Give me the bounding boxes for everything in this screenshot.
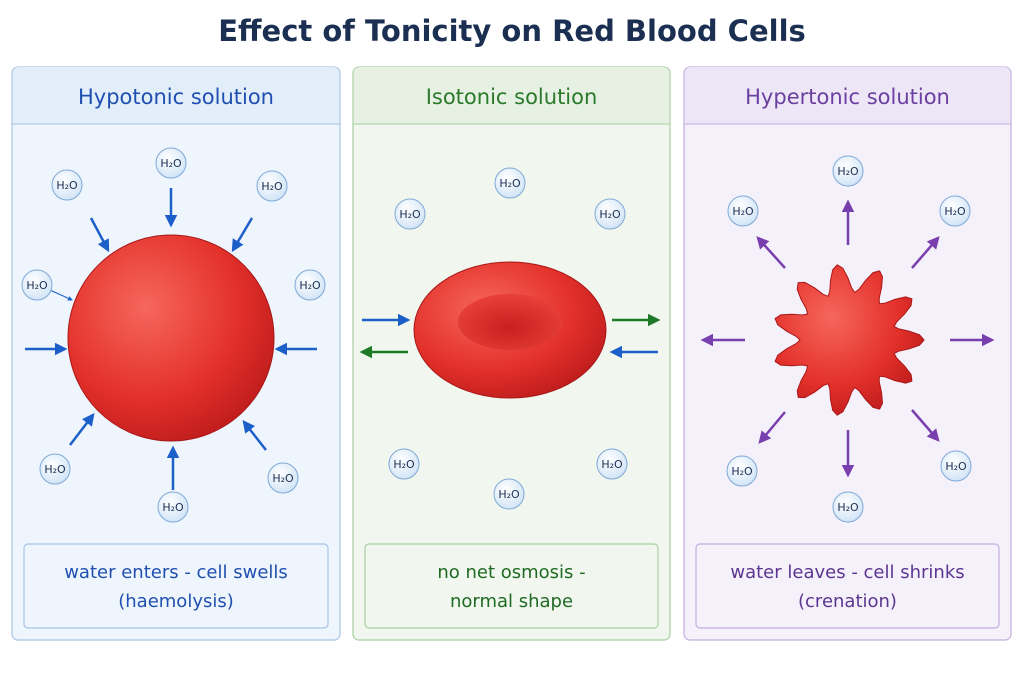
- caption-line: water enters - cell swells: [64, 562, 288, 583]
- water-molecule: [394, 198, 426, 230]
- molecule-label: H₂O: [945, 460, 967, 473]
- molecule-label: H₂O: [732, 205, 754, 218]
- caption-line: no net osmosis -: [437, 562, 585, 583]
- water-molecule: [939, 195, 971, 227]
- water-arrow: [756, 236, 786, 269]
- caption-line: normal shape: [450, 591, 573, 612]
- molecule-label: H₂O: [837, 165, 859, 178]
- molecule-label: H₂O: [837, 501, 859, 514]
- water-arrow: [49, 289, 73, 301]
- caption-line: (haemolysis): [118, 591, 234, 612]
- molecule-label: H₂O: [261, 180, 283, 193]
- caption-box: [364, 543, 659, 629]
- panel-heading: Hypotonic solution: [78, 85, 274, 109]
- caption-line: water leaves - cell shrinks: [730, 562, 964, 583]
- molecule-label: H₂O: [160, 157, 182, 170]
- panel-header: [684, 67, 1011, 124]
- water-arrow: [231, 217, 254, 253]
- molecule-label: H₂O: [731, 465, 753, 478]
- water-molecule: [267, 462, 299, 494]
- molecule-label: H₂O: [498, 488, 520, 501]
- molecule-label: H₂O: [399, 208, 421, 221]
- water-arrow: [89, 217, 110, 253]
- molecule-label: H₂O: [944, 205, 966, 218]
- panel-header: [12, 67, 340, 124]
- water-arrow: [242, 420, 267, 451]
- molecule-label: H₂O: [162, 501, 184, 514]
- swollen-cell: [67, 234, 275, 442]
- caption-box: [23, 543, 329, 629]
- caption-line: (crenation): [798, 591, 897, 612]
- water-molecule: [256, 170, 288, 202]
- panel: Hypotonic solution H₂O H₂O H₂O H₂O H₂O H₂O H₂O H…: [11, 66, 341, 641]
- panel-heading: Hypertonic solution: [745, 85, 950, 109]
- water-molecule: [294, 269, 326, 301]
- title: Effect of Tonicity on Red Blood Cells: [218, 14, 806, 48]
- water-molecule: [39, 453, 71, 485]
- molecule-label: H₂O: [56, 179, 78, 192]
- water-molecule: [388, 448, 420, 480]
- water-molecule: [596, 448, 628, 480]
- water-molecule: [594, 198, 626, 230]
- water-molecule: [832, 155, 864, 187]
- water-molecule: [940, 450, 972, 482]
- water-molecule: [155, 147, 187, 179]
- molecule-label: H₂O: [299, 279, 321, 292]
- molecule-label: H₂O: [272, 472, 294, 485]
- water-molecule: [726, 455, 758, 487]
- water-arrow: [69, 413, 95, 446]
- water-molecule: [493, 478, 525, 510]
- panel-heading: Isotonic solution: [426, 85, 598, 109]
- water-molecule: [494, 167, 526, 199]
- molecule-label: H₂O: [26, 279, 48, 292]
- molecule-label: H₂O: [44, 463, 66, 476]
- water-arrow: [911, 236, 940, 269]
- molecule-label: H₂O: [499, 177, 521, 190]
- molecule-label: H₂O: [599, 208, 621, 221]
- caption-box: [695, 543, 1000, 629]
- water-molecule: [832, 491, 864, 523]
- molecule-label: H₂O: [601, 458, 623, 471]
- crenated-cell: [774, 264, 925, 416]
- panel: Isotonic solution H₂O H₂O H₂O H₂O H₂O H₂O no ne…: [352, 66, 671, 641]
- molecule-label: H₂O: [393, 458, 415, 471]
- water-arrow: [758, 411, 786, 444]
- water-molecule: [727, 195, 759, 227]
- cell-dimple: [458, 294, 562, 350]
- water-molecule: [51, 169, 83, 201]
- water-molecule: [21, 269, 53, 301]
- water-molecule: [157, 491, 189, 523]
- water-arrow: [911, 409, 940, 442]
- panel: Hypertonic solution H₂O H₂O H₂O H₂O H₂O H₂O wat…: [683, 66, 1012, 641]
- panel-header: [353, 67, 670, 124]
